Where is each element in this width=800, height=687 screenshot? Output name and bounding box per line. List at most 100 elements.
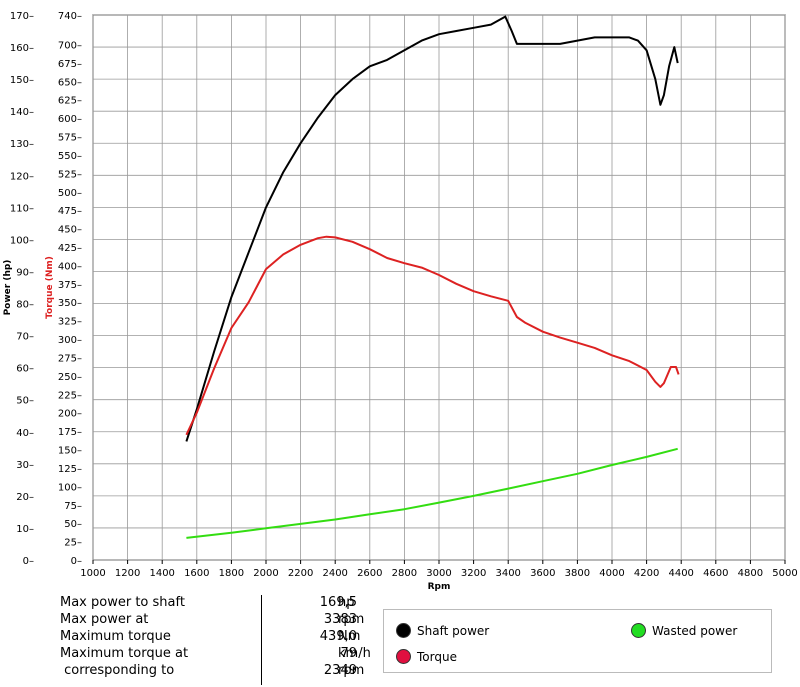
power-tick-label: 150– [10,75,34,86]
dyno-chart: 1000 1200 1400 1600 1800 2000 2200 2400 2600 2800… [3,11,798,592]
summary-row-max-power-rpm: Max power at 3383 rpm [60,612,380,629]
torque-tick-label: 325– [58,317,82,328]
power-tick-label: 40– [16,428,34,439]
torque-tick-label: 625– [58,96,82,107]
summary-divider [261,595,262,685]
summary-value: 79 [340,646,357,661]
torque-tick-label: 525– [58,169,82,180]
legend-dot-icon [396,623,411,638]
power-tick-label: 110– [10,203,34,214]
x-tick-label: 1800 [219,568,244,579]
summary-value: 169,5 [319,595,357,610]
x-tick-label: 2400 [322,568,347,579]
torque-tick-label: 400– [58,261,82,272]
power-tick-label: 0– [23,556,34,567]
summary-unit: hp [338,595,355,610]
summary-label: Maximum torque [60,629,171,644]
power-tick-label: 30– [16,460,34,471]
torque-tick-label: 300– [58,335,82,346]
summary-label: Max power at [60,612,149,627]
legend-label: Wasted power [652,623,738,638]
power-tick-label: 160– [10,43,34,54]
legend-dot-icon [396,649,411,664]
power-axis-ticks: 0– 10– 20– 30– 40– 50– 60– 70– 80– 90– 100– 110– 120… [10,11,34,567]
torque-tick-label: 350– [58,298,82,309]
legend-label: Shaft power [417,623,490,638]
torque-tick-label: 0– [71,556,82,567]
x-tick-label: 2200 [288,568,313,579]
torque-tick-label: 225– [58,390,82,401]
torque-tick-label: 675– [58,59,82,70]
torque-tick-label: 450– [58,225,82,236]
x-tick-label: 2800 [392,568,417,579]
x-tick-label: 4200 [634,568,659,579]
summary-label: Maximum torque at [60,646,189,661]
x-tick-label: 1600 [184,568,209,579]
torque-tick-label: 100– [58,482,82,493]
series-line-torque [185,235,680,436]
legend-dot-icon [631,623,646,638]
torque-tick-label: 500– [58,188,82,199]
torque-tick-label: 150– [58,446,82,457]
power-axis-title: Power (hp) [3,260,13,316]
x-tick-label: 3800 [565,568,590,579]
x-tick-label: 4800 [738,568,763,579]
x-tick-label: 4600 [703,568,728,579]
legend-item-shaft-power: Shaft power [396,623,489,638]
summary-row-max-torque-speed: Maximum torque at 79 km/h [60,646,380,663]
power-tick-label: 70– [16,332,34,343]
torque-tick-label: 250– [58,372,82,383]
torque-tick-label: 25– [64,538,82,549]
summary-row-max-torque-rpm: corresponding to 2349 rpm [60,663,380,680]
summary-row-max-power: Max power to shaft 169,5 hp [60,595,380,612]
torque-tick-label: 475– [58,206,82,217]
torque-axis-title: Torque (Nm) [45,256,55,319]
legend: Shaft power Torque Wasted power [383,609,772,673]
torque-tick-label: 375– [58,280,82,291]
x-tick-label: 4000 [599,568,624,579]
summary-value: 2349 [323,663,357,678]
summary-label: Max power to shaft [60,595,185,610]
summary-label: corresponding to [60,663,175,678]
summary-table: Max power to shaft 169,5 hp Max power at… [60,595,380,680]
x-tick-label: 2600 [357,568,382,579]
x-tick-label: 3400 [495,568,520,579]
torque-tick-label: 550– [58,151,82,162]
x-tick-label: 2000 [253,568,278,579]
torque-tick-label: 50– [64,519,82,530]
power-tick-label: 20– [16,492,34,503]
legend-item-torque: Torque [396,649,457,664]
power-tick-label: 130– [10,139,34,150]
power-tick-label: 10– [16,524,34,535]
x-tick-label: 3200 [461,568,486,579]
x-tick-label: 5000 [772,568,797,579]
series-line-shaft-power [185,15,679,442]
power-tick-label: 100– [10,235,34,246]
torque-tick-label: 425– [58,243,82,254]
torque-tick-label: 575– [58,133,82,144]
torque-tick-label: 275– [58,353,82,364]
torque-axis-ticks: 0– 25– 50– 75– 100– 125– 150– 175– 200– 225– 250– 2… [58,11,82,567]
power-tick-label: 170– [10,11,34,22]
summary-value: 439,0 [319,629,357,644]
x-tick-label: 4400 [668,568,693,579]
power-tick-label: 80– [16,300,34,311]
torque-tick-label: 200– [58,409,82,420]
series-lines [185,15,680,539]
torque-tick-label: 75– [64,501,82,512]
summary-row-max-torque: Maximum torque 439,0 Nm [60,629,380,646]
x-axis-ticks: 1000 1200 1400 1600 1800 2000 2200 2400 2600 2800… [80,560,798,579]
power-tick-label: 50– [16,396,34,407]
summary-unit: Nm [338,629,361,644]
power-tick-label: 90– [16,267,34,278]
torque-tick-label: 740– [58,11,82,22]
summary-unit: rpm [338,612,365,627]
torque-tick-label: 175– [58,427,82,438]
grid-lines [92,14,786,561]
x-tick-label: 1200 [115,568,140,579]
x-axis-title: Rpm [428,582,451,592]
summary-value: 3383 [323,612,357,627]
torque-tick-label: 600– [58,114,82,125]
x-tick-label: 1400 [149,568,174,579]
summary-unit: km/h [338,646,371,661]
